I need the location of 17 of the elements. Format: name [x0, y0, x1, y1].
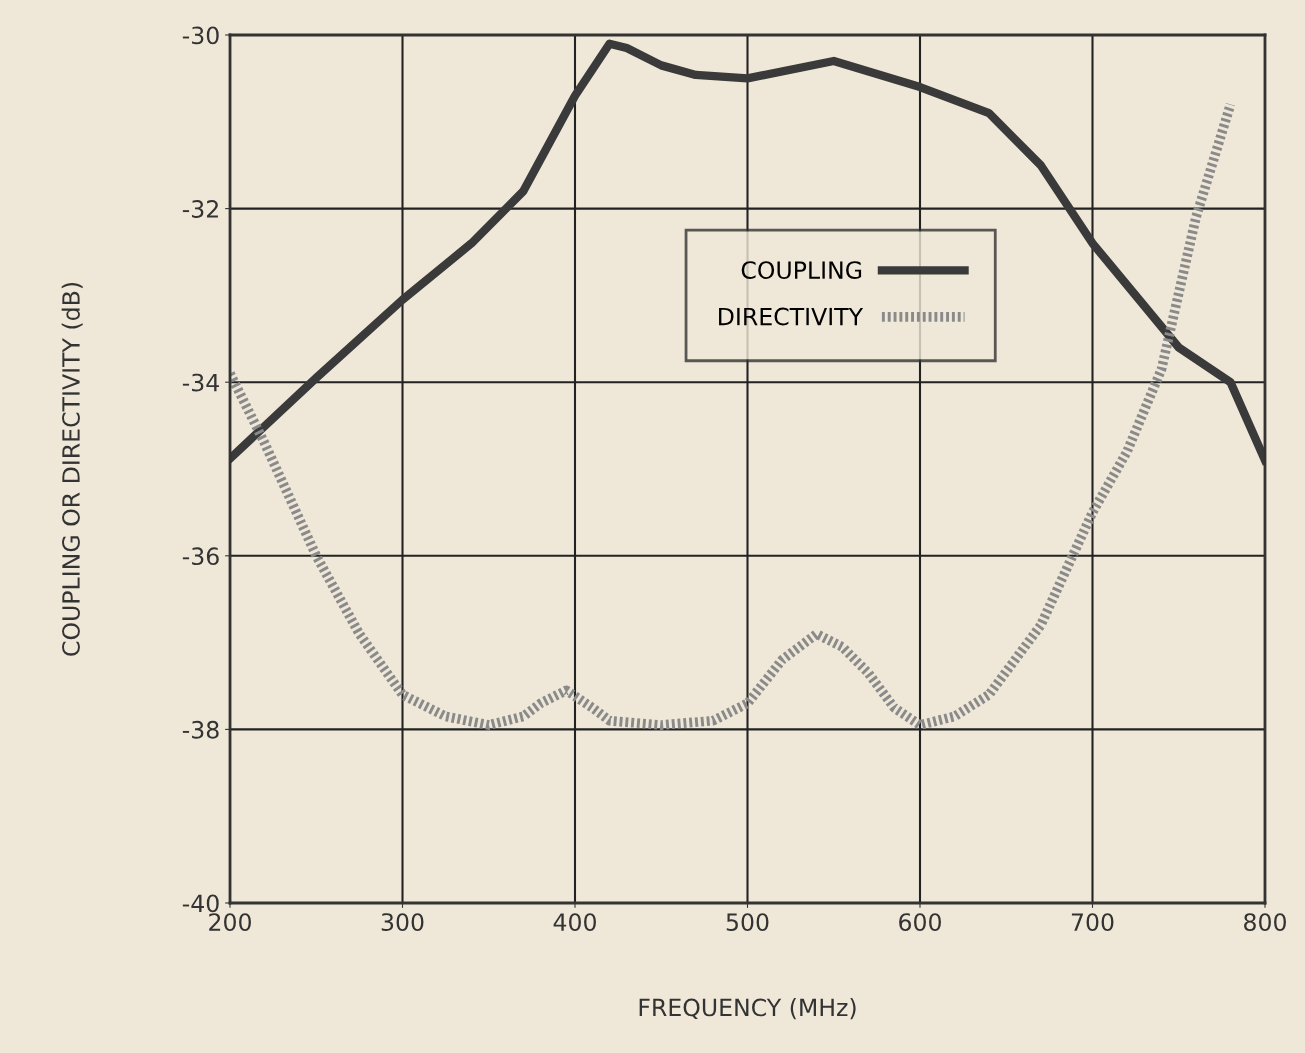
legend-label: DIRECTIVITY — [719, 307, 864, 326]
x-tick-label: 600 — [899, 913, 941, 931]
x-tick-label: 300 — [381, 913, 424, 931]
x-tick-label: 500 — [726, 913, 769, 931]
x-tick-label: 400 — [553, 913, 596, 931]
x-tick-label: 800 — [1244, 913, 1286, 931]
y-tick-label: -30 — [182, 26, 219, 45]
y-tick-label: -32 — [182, 200, 218, 218]
x-tick-label: 700 — [1071, 913, 1114, 931]
legend-label: COUPLING — [741, 261, 862, 280]
y-axis-title: COUPLING OR DIRECTIVITY (dB) — [61, 282, 83, 656]
y-tick-label: -36 — [182, 547, 219, 566]
y-tick-label: -38 — [182, 720, 219, 739]
y-tick-label: -34 — [182, 373, 219, 392]
y-tick-label: -40 — [182, 894, 219, 913]
x-tick-label: 200 — [209, 913, 251, 931]
x-axis-title: FREQUENCY (MHz) — [639, 998, 856, 1020]
